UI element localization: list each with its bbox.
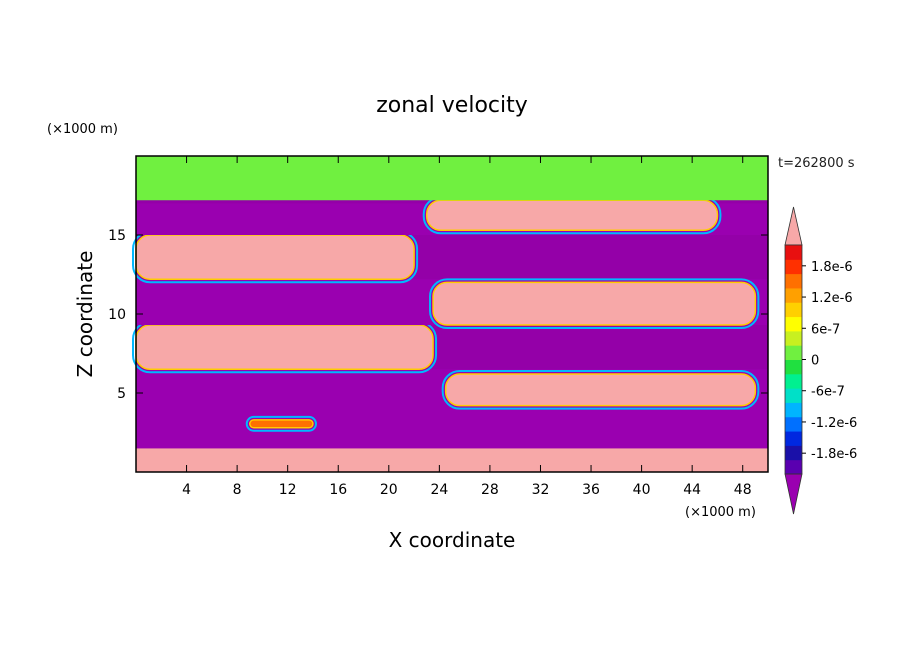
colorbar: 1.8e-6 1.2e-6 6e-7 0 -6e-7 -1.2e-6 -1.8e-6 — [784, 206, 857, 515]
colorbar-swatch — [785, 402, 802, 418]
region-9 — [136, 156, 768, 201]
colorbar-swatch — [785, 259, 802, 275]
colorbar-swatch — [785, 302, 802, 318]
colorbar-swatch — [785, 345, 802, 360]
y-unit-label: (×1000 m) — [47, 122, 118, 137]
region-halo — [245, 415, 317, 432]
colorbar-swatch — [785, 431, 802, 446]
x-tick-label: 8 — [233, 482, 242, 498]
x-tick-label: 4 — [182, 482, 191, 498]
colorbar-swatch — [785, 459, 802, 475]
region-3 — [444, 373, 757, 407]
x-tick-label: 36 — [582, 482, 600, 498]
y-ticks: 5 10 15 — [108, 228, 768, 402]
x-tick-label: 12 — [279, 482, 297, 498]
x-tick-label: 48 — [734, 482, 752, 498]
x-unit-label: (×1000 m) — [685, 505, 756, 520]
colorbar-swatch — [785, 416, 802, 432]
colorbar-swatch — [785, 287, 802, 303]
velocity-bands — [132, 156, 768, 472]
colorbar-label: 1.8e-6 — [811, 260, 853, 275]
x-tick-label: 40 — [633, 482, 651, 498]
region-6 — [432, 281, 757, 326]
y-tick-label: 5 — [117, 386, 126, 402]
colorbar-swatch — [785, 359, 802, 375]
x-ticks: 4 8 12 16 20 24 28 32 36 40 44 48 — [182, 156, 752, 498]
colorbar-label: 0 — [811, 354, 819, 369]
colorbar-max-arrow — [784, 206, 803, 246]
x-tick-label: 16 — [329, 482, 347, 498]
y-tick-label: 15 — [108, 228, 126, 244]
x-tick-label: 44 — [683, 482, 701, 498]
x-tick-label: 28 — [481, 482, 499, 498]
colorbar-label: -6e-7 — [811, 385, 845, 400]
region-0 — [136, 448, 768, 472]
y-tick-label: 10 — [108, 307, 126, 323]
colorbar-swatch — [785, 330, 802, 346]
region-2 — [135, 324, 434, 371]
colorbar-label: 6e-7 — [811, 322, 840, 337]
colorbar-swatch — [785, 388, 802, 403]
colorbar-swatch — [785, 316, 802, 332]
plot-area — [132, 156, 768, 472]
colorbar-label: -1.8e-6 — [811, 447, 857, 462]
x-tick-label: 32 — [532, 482, 550, 498]
region-5 — [135, 234, 415, 280]
colorbar-min-arrow — [784, 473, 803, 515]
colorbar-swatch — [785, 273, 802, 289]
chart-title: zonal velocity — [376, 93, 528, 118]
colorbar-swatch — [785, 445, 802, 461]
time-label: t=262800 s — [778, 156, 855, 171]
colorbar-swatch — [785, 245, 802, 260]
region-10 — [249, 419, 314, 429]
y-axis-label: Z coordinate — [73, 251, 97, 378]
colorbar-swatch — [785, 373, 802, 389]
colorbar-label: -1.2e-6 — [811, 416, 857, 431]
colorbar-label: 1.2e-6 — [811, 291, 853, 306]
region-8 — [425, 199, 719, 232]
region-halo — [441, 370, 760, 410]
x-tick-label: 24 — [430, 482, 448, 498]
x-tick-label: 20 — [380, 482, 398, 498]
x-axis-label: X coordinate — [389, 528, 516, 552]
region-halo — [429, 278, 760, 330]
